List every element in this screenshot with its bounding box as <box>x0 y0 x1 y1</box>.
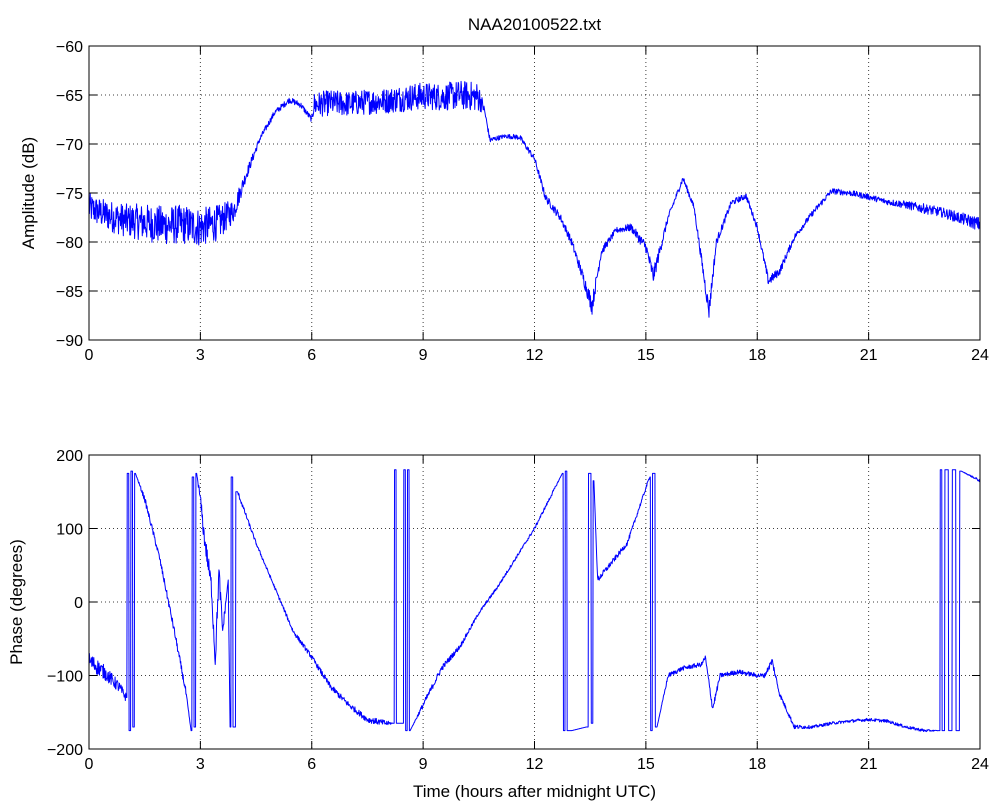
phase-y-axis-label: Phase (degrees) <box>7 539 26 665</box>
phase-x-tick-label: 6 <box>307 756 316 773</box>
phase-y-tick-label: −100 <box>47 669 83 686</box>
phase-y-tick-label: 100 <box>56 522 83 539</box>
phase-x-tick-label: 15 <box>637 756 655 773</box>
amplitude-x-tick-label: 0 <box>85 347 94 364</box>
amplitude-y-tick-label: −85 <box>56 284 83 301</box>
amplitude-x-tick-label: 6 <box>307 347 316 364</box>
amplitude-y-tick-label: −60 <box>56 39 83 56</box>
amplitude-y-tick-label: −70 <box>56 137 83 154</box>
phase-plot-area <box>89 469 980 733</box>
amplitude-plot-area <box>89 80 980 318</box>
amplitude-panel: 0 3 6 9 12 15 18 21 24 −90 −85 −80 −75 −70 −65 −60 NAA2… <box>19 15 989 364</box>
amplitude-ticks: 0 3 6 9 12 15 18 21 24 −90 −85 −80 −75 −70 −65 −60 <box>56 39 989 364</box>
phase-series-line <box>89 469 980 733</box>
phase-x-tick-label: 12 <box>526 756 544 773</box>
phase-grid <box>89 455 980 749</box>
phase-x-axis-label: Time (hours after midnight UTC) <box>413 782 656 801</box>
amplitude-y-tick-label: −90 <box>56 333 83 350</box>
phase-y-tick-label: 0 <box>74 595 83 612</box>
amplitude-x-tick-label: 15 <box>637 347 655 364</box>
phase-ticks: 0 3 6 9 12 15 18 21 24 −200 −100 0 100 200 <box>47 448 989 773</box>
chart-title: NAA20100522.txt <box>468 15 602 34</box>
amplitude-x-tick-label: 18 <box>748 347 766 364</box>
amplitude-x-tick-label: 12 <box>526 347 544 364</box>
phase-y-tick-label: 200 <box>56 448 83 465</box>
amplitude-x-tick-label: 3 <box>196 347 205 364</box>
amplitude-series-line <box>89 80 980 318</box>
phase-x-tick-label: 0 <box>85 756 94 773</box>
phase-x-tick-label: 3 <box>196 756 205 773</box>
amplitude-y-tick-label: −80 <box>56 235 83 252</box>
amplitude-x-tick-label: 24 <box>971 347 989 364</box>
amplitude-x-tick-label: 9 <box>419 347 428 364</box>
phase-x-tick-label: 24 <box>971 756 989 773</box>
phase-y-tick-label: −200 <box>47 742 83 759</box>
phase-panel: 0 3 6 9 12 15 18 21 24 −200 −100 0 100 200 Time (hour… <box>7 448 989 801</box>
amplitude-y-tick-label: −75 <box>56 186 83 203</box>
amplitude-y-tick-label: −65 <box>56 88 83 105</box>
amplitude-x-tick-label: 21 <box>860 347 878 364</box>
phase-x-tick-label: 21 <box>860 756 878 773</box>
amplitude-y-axis-label: Amplitude (dB) <box>19 137 38 249</box>
phase-x-tick-label: 18 <box>748 756 766 773</box>
phase-x-tick-label: 9 <box>419 756 428 773</box>
